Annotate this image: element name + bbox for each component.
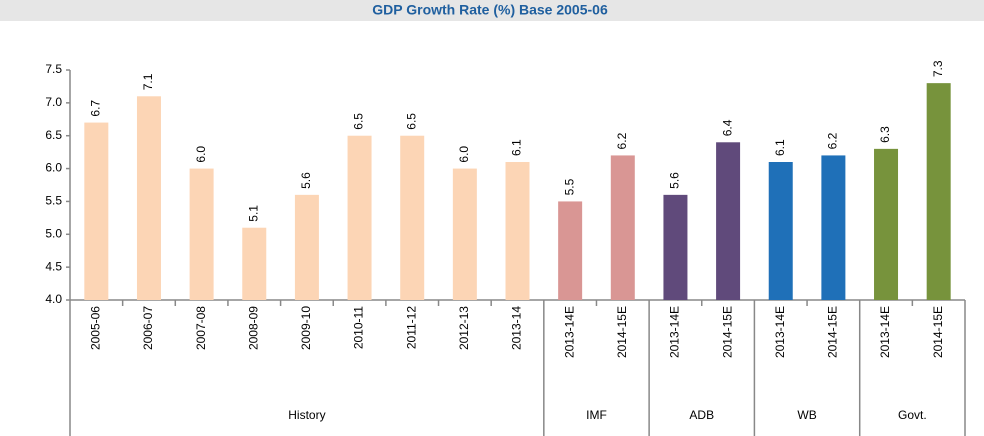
bar <box>452 168 477 300</box>
value-label: 6.4 <box>720 119 734 136</box>
value-label: 7.3 <box>931 60 945 77</box>
value-label: 6.2 <box>826 132 840 149</box>
value-label: 6.0 <box>457 146 471 163</box>
y-tick-label: 4.5 <box>45 259 62 273</box>
x-tick-label: 2013-14 <box>510 306 524 350</box>
chart-title: GDP Growth Rate (%) Base 2005-06 <box>372 2 608 18</box>
x-tick-label: 2008-09 <box>246 306 260 350</box>
bar <box>874 148 899 300</box>
x-tick-label: 2014-15E <box>826 306 840 358</box>
x-tick-label: 2014-15E <box>615 306 629 358</box>
x-tick-label: 2011-12 <box>404 306 418 349</box>
bar <box>663 194 688 300</box>
value-label: 6.5 <box>352 113 366 130</box>
y-tick-label: 6.0 <box>45 161 62 175</box>
value-label: 6.7 <box>88 100 102 117</box>
y-tick-label: 5.0 <box>45 226 62 240</box>
y-tick-label: 7.0 <box>45 95 62 109</box>
value-label: 7.1 <box>141 73 155 90</box>
x-tick-label: 2009-10 <box>299 306 313 350</box>
group-label: Govt. <box>898 408 927 422</box>
value-label: 6.0 <box>194 146 208 163</box>
value-label: 6.3 <box>878 126 892 143</box>
group-label: ADB <box>689 408 714 422</box>
y-tick-label: 4.0 <box>45 292 62 306</box>
group-label: History <box>288 408 325 422</box>
bar <box>294 194 319 300</box>
bar <box>400 135 425 300</box>
x-tick-label: 2012-13 <box>457 306 471 350</box>
bar <box>716 142 741 300</box>
bar <box>768 162 793 300</box>
title-band <box>0 0 984 21</box>
value-label: 5.6 <box>668 172 682 189</box>
x-tick-label: 2013-14E <box>773 306 787 358</box>
bar <box>189 168 214 300</box>
value-label: 5.6 <box>299 172 313 189</box>
bar <box>242 227 267 300</box>
x-tick-label: 2013-14E <box>668 306 682 358</box>
x-tick-label: 2007-08 <box>194 306 208 350</box>
value-label: 5.1 <box>246 205 260 222</box>
bar <box>821 155 846 300</box>
value-label: 6.1 <box>510 139 524 156</box>
x-tick-label: 2014-15E <box>720 306 734 358</box>
bar <box>610 155 635 300</box>
value-label: 6.2 <box>615 132 629 149</box>
bar <box>505 162 530 300</box>
value-label: 6.1 <box>773 139 787 156</box>
y-tick-label: 6.5 <box>45 128 62 142</box>
bar <box>558 201 583 300</box>
bar <box>926 83 951 301</box>
x-tick-label: 2013-14E <box>878 306 892 358</box>
bar <box>84 122 109 300</box>
x-tick-label: 2013-14E <box>562 306 576 358</box>
y-tick-label: 5.5 <box>45 194 62 208</box>
y-tick-label: 7.5 <box>45 62 62 76</box>
x-tick-label: 2014-15E <box>931 306 945 358</box>
x-tick-label: 2005-06 <box>88 306 102 350</box>
group-label: IMF <box>586 408 607 422</box>
x-tick-label: 2010-11 <box>352 306 366 349</box>
x-tick-label: 2006-07 <box>141 306 155 350</box>
bar <box>136 96 161 301</box>
bar <box>347 135 372 300</box>
group-label: WB <box>797 408 816 422</box>
value-label: 5.5 <box>562 178 576 195</box>
value-label: 6.5 <box>404 113 418 130</box>
